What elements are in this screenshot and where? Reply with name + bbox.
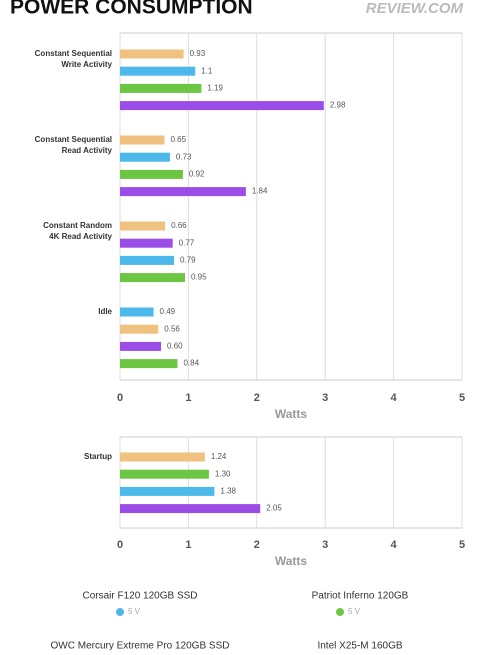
bar [120, 324, 159, 334]
value-label: 0.93 [190, 49, 206, 58]
bar [120, 101, 324, 111]
value-label: 1.19 [207, 84, 223, 93]
x-tick-label: 5 [459, 539, 465, 551]
bar [120, 504, 261, 514]
value-label: 1.1 [201, 66, 213, 75]
legend-swatch [336, 608, 344, 616]
plot-frame [119, 436, 463, 529]
bar [120, 359, 178, 369]
legend-note: 5 V [348, 607, 361, 616]
legend-label: Patriot Inferno 120GB [312, 591, 409, 602]
x-tick-label: 1 [185, 539, 191, 551]
bar [120, 135, 165, 145]
legend-note: 5 V [128, 607, 141, 616]
category-label: Read Activity [62, 146, 113, 155]
bar [120, 255, 175, 265]
value-label: 1.84 [252, 187, 268, 196]
bar [120, 469, 209, 479]
x-tick-label: 0 [117, 392, 123, 404]
bar [120, 187, 246, 197]
bar [120, 169, 183, 179]
value-label: 0.73 [176, 152, 192, 161]
value-label: 0.95 [191, 273, 207, 282]
legend-swatch [116, 608, 124, 616]
value-label: 0.79 [180, 256, 196, 265]
value-label: 0.56 [164, 324, 180, 333]
category-label: Constant Sequential [35, 135, 112, 144]
legend-label: Intel X25-M 160GB [317, 641, 402, 650]
value-label: 1.38 [220, 487, 236, 496]
bar [120, 152, 170, 162]
value-label: 0.49 [160, 307, 176, 316]
legend-label: Corsair F120 120GB SSD [82, 591, 197, 602]
x-tick-label: 5 [459, 392, 465, 404]
value-label: 0.77 [179, 238, 195, 247]
category-label: Write Activity [61, 60, 112, 69]
bar [120, 238, 173, 248]
bar [120, 83, 202, 93]
x-tick-label: 2 [254, 392, 260, 404]
value-label: 2.98 [330, 101, 346, 110]
category-label: Idle [98, 307, 112, 316]
value-label: 0.65 [170, 135, 186, 144]
bar [120, 341, 162, 351]
value-label: 1.24 [211, 452, 227, 461]
value-label: 0.60 [167, 342, 183, 351]
category-label: Startup [84, 452, 112, 461]
value-label: 2.05 [266, 504, 282, 513]
x-tick-label: 4 [391, 539, 398, 551]
bar [120, 221, 166, 231]
x-tick-label: 3 [322, 392, 328, 404]
x-tick-label: 1 [185, 392, 191, 404]
x-tick-label: 0 [117, 539, 123, 551]
bar [120, 273, 185, 283]
value-label: 0.84 [183, 359, 199, 368]
x-tick-label: 4 [391, 392, 398, 404]
bar [120, 486, 215, 496]
bar [120, 49, 184, 59]
x-tick-label: 3 [322, 539, 328, 551]
x-axis-label: Watts [275, 407, 308, 421]
logo: REVIEW.COM [366, 0, 464, 17]
x-tick-label: 2 [254, 539, 260, 551]
x-axis-label: Watts [275, 554, 308, 568]
category-label: Constant Random [43, 221, 112, 230]
bar [120, 307, 154, 317]
category-label: 4K Read Activity [49, 232, 112, 241]
legend-label: OWC Mercury Extreme Pro 120GB SSD [51, 641, 230, 650]
value-label: 0.66 [171, 221, 187, 230]
bar [120, 452, 205, 462]
category-label: Constant Sequential [35, 49, 112, 58]
page-title: POWER CONSUMPTION [10, 0, 253, 19]
bar [120, 66, 196, 76]
value-label: 1.30 [215, 469, 231, 478]
value-label: 0.92 [189, 170, 205, 179]
